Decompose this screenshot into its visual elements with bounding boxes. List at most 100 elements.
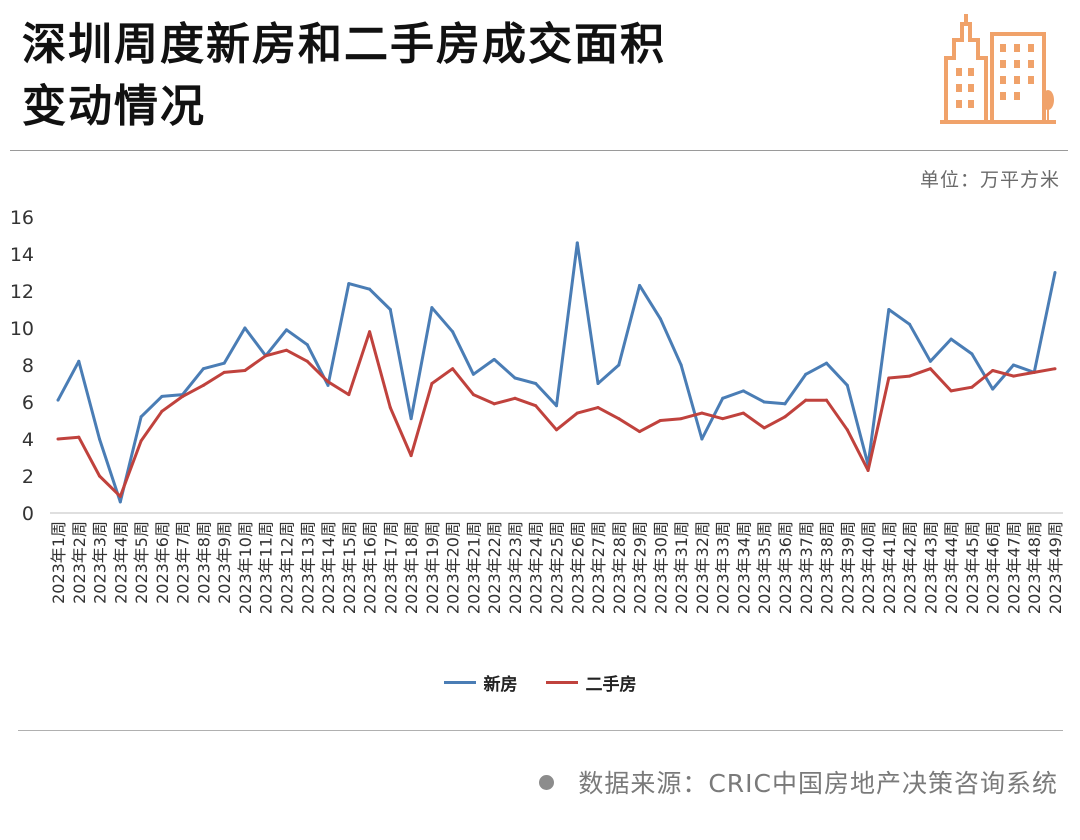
data-point (555, 428, 558, 432)
data-point (534, 404, 538, 408)
data-point (471, 393, 475, 397)
data-point (56, 437, 60, 441)
data-point (284, 328, 288, 332)
data-point (118, 494, 122, 498)
data-point (284, 348, 288, 352)
x-tick-label: 2023年19周 (423, 521, 442, 614)
x-tick-label: 2023年40周 (859, 521, 878, 614)
legend: 新房 二手房 (0, 670, 1080, 695)
x-tick-label: 2023年15周 (340, 521, 359, 614)
x-tick-label: 2023年26周 (568, 521, 587, 614)
x-tick-label: 2023年16周 (361, 521, 380, 614)
y-tick-label: 12 (10, 281, 34, 303)
x-tick-label: 2023年13周 (298, 521, 317, 614)
data-point (1032, 370, 1036, 374)
x-tick-label: 2023年2周 (70, 521, 89, 604)
legend-swatch-new (443, 681, 476, 684)
data-point (596, 382, 600, 385)
data-point (98, 474, 102, 478)
x-tick-label: 2023年23周 (506, 521, 525, 614)
data-point (762, 426, 766, 430)
data-point (160, 394, 164, 398)
data-point (160, 409, 164, 413)
data-point (970, 385, 974, 389)
data-point (762, 400, 766, 404)
legend-label-new: 新房 (483, 675, 518, 695)
data-point (222, 370, 226, 374)
x-tick-label: 2023年7周 (174, 521, 193, 604)
x-tick-label: 2023年29周 (631, 521, 650, 614)
data-point (991, 369, 995, 373)
data-point (741, 389, 745, 393)
x-tick-label: 2023年4周 (111, 521, 130, 604)
x-tick-label: 2023年21周 (464, 521, 483, 614)
data-point (118, 500, 122, 504)
x-tick-label: 2023年47周 (1004, 521, 1023, 614)
y-tick-label: 4 (22, 429, 34, 451)
data-point (887, 376, 891, 380)
data-point (513, 396, 517, 400)
data-point (721, 396, 725, 400)
x-axis: 2023年1周 2023年2周 2023年3周 2023年4周 2023年5周 2023年… (49, 512, 1065, 614)
building-icon (940, 14, 1056, 124)
data-point (991, 387, 995, 391)
x-tick-label: 2023年20周 (444, 521, 463, 614)
legend-label-resale: 二手房 (585, 675, 637, 695)
data-point (534, 382, 538, 385)
data-point (1011, 363, 1015, 367)
data-point (638, 283, 642, 287)
x-tick-label: 2023年31周 (672, 521, 691, 614)
data-point (471, 372, 475, 376)
data-point (783, 402, 787, 406)
title-line-2: 变动情况 (22, 81, 206, 132)
data-point (679, 417, 683, 421)
x-tick-label: 2023年44周 (942, 521, 961, 614)
x-tick-label: 2023年11周 (257, 521, 276, 614)
x-tick-label: 2023年34周 (734, 521, 753, 614)
data-point (243, 326, 247, 330)
x-tick-label: 2023年22周 (485, 521, 504, 614)
legend-swatch-resale (545, 681, 578, 684)
data-point (451, 330, 455, 334)
x-tick-label: 2023年12周 (277, 521, 296, 614)
x-tick-label: 2023年14周 (319, 521, 338, 614)
x-tick-label: 2023年3周 (91, 521, 110, 604)
x-tick-label: 2023年48周 (1025, 521, 1044, 614)
data-point (845, 383, 849, 387)
x-tick-label: 2023年17周 (381, 521, 400, 614)
header-divider (10, 150, 1068, 151)
x-tick-label: 2023年5周 (132, 521, 151, 604)
legend-item-new: 新房 (443, 670, 518, 695)
data-point (430, 306, 434, 310)
x-tick-label: 2023年45周 (963, 521, 982, 614)
footer-divider (18, 730, 1063, 731)
data-point (575, 241, 579, 245)
data-point (305, 343, 309, 347)
x-tick-label: 2023年39周 (838, 521, 857, 614)
data-point (388, 406, 392, 410)
x-tick-label: 2023年46周 (984, 521, 1003, 614)
y-tick-label: 8 (22, 355, 34, 377)
data-point (908, 374, 912, 378)
x-tick-label: 2023年32周 (693, 521, 712, 614)
x-tick-label: 2023年8周 (194, 521, 213, 604)
x-tick-label: 2023年30周 (651, 521, 670, 614)
data-point (264, 354, 268, 358)
data-point (845, 428, 849, 432)
data-point (804, 372, 808, 376)
y-tick-label: 2 (22, 466, 34, 488)
data-point (928, 367, 932, 371)
data-point (970, 352, 974, 356)
data-point (887, 308, 891, 311)
data-point (409, 454, 413, 458)
y-tick-label: 10 (10, 318, 34, 340)
data-point (1053, 271, 1057, 274)
data-point (139, 415, 143, 419)
source-note: 数据来源：CRIC中国房地产决策咨询系统 (539, 764, 1058, 800)
data-point (201, 367, 205, 371)
data-point (347, 282, 351, 286)
data-point (305, 359, 309, 363)
data-point (1011, 374, 1015, 378)
series-line-new-house (56, 241, 1057, 504)
